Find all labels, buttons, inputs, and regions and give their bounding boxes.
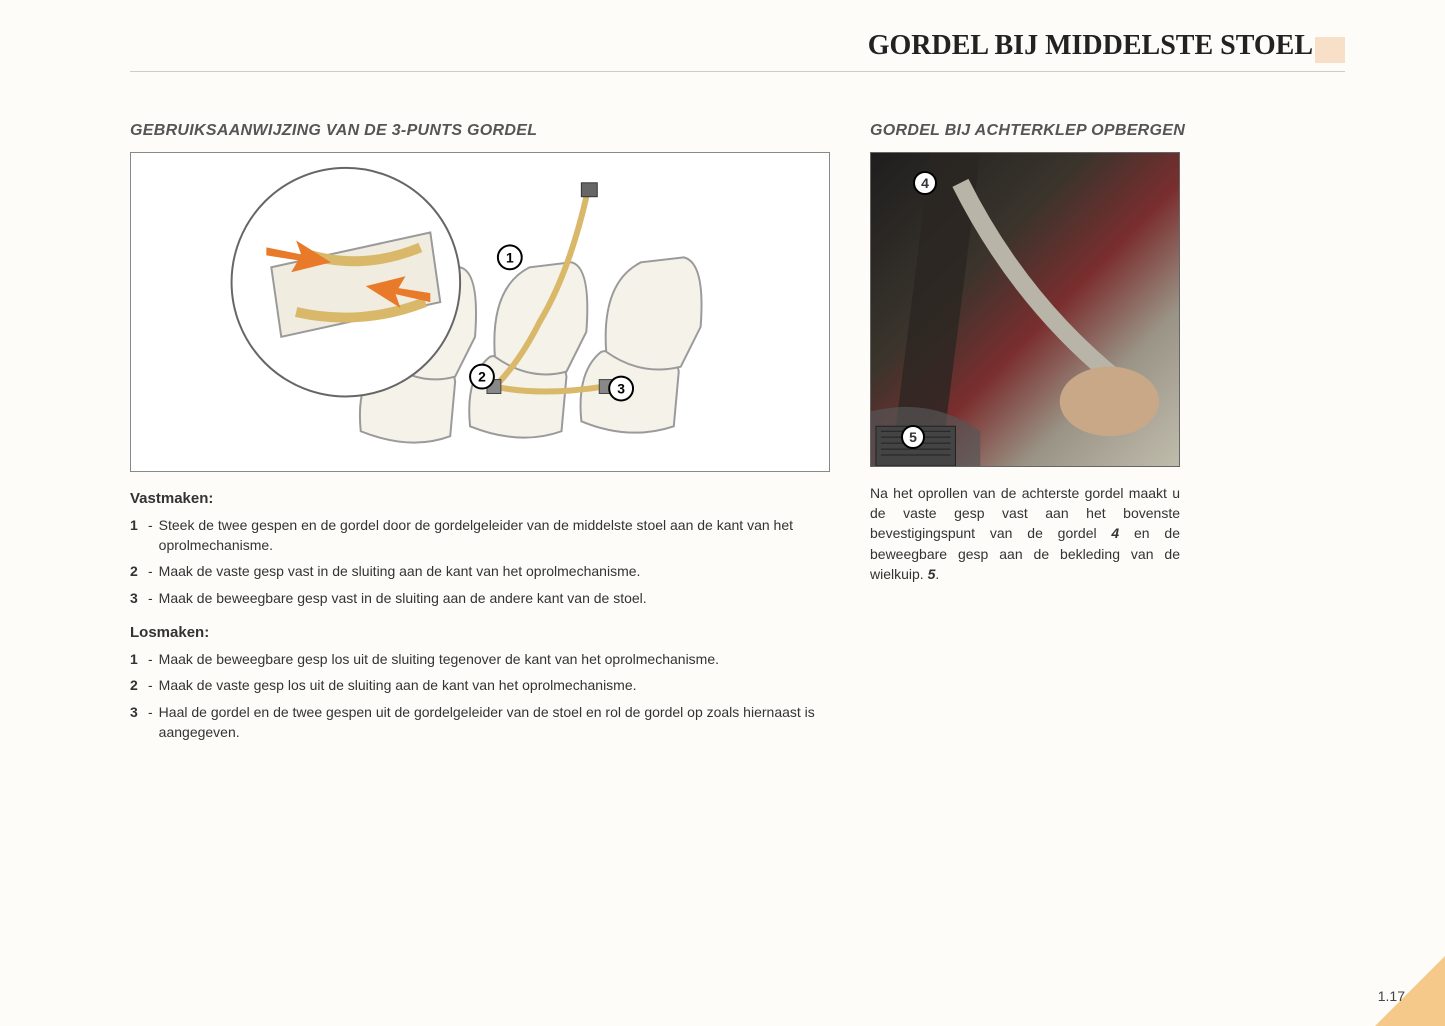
right-paragraph: Na het oprollen van de achterste gordel …	[870, 483, 1180, 584]
content-columns: GEBRUIKSAANWIJZING VAN DE 3-PUNTS GORDEL	[130, 102, 1345, 748]
photo-callout-4: 4	[913, 171, 937, 195]
diagram-callout-3: 3	[617, 380, 625, 396]
step-text: Maak de vaste gesp vast in de sluiting a…	[159, 561, 830, 581]
step-item: 3 - Maak de beweegbare gesp vast in de s…	[130, 588, 830, 608]
photo-svg	[871, 153, 1179, 466]
vastmaken-steps: 1 - Steek de twee gespen en de gordel do…	[130, 515, 830, 608]
subheading-losmaken: Losmaken:	[130, 624, 830, 641]
step-dash: -	[148, 702, 153, 743]
step-text: Maak de vaste gesp los uit de sluiting a…	[159, 675, 830, 695]
step-item: 2 - Maak de vaste gesp los uit de sluiti…	[130, 675, 830, 695]
right-heading: GORDEL BIJ ACHTERKLEP OPBERGEN	[870, 122, 1345, 140]
diagram-callout-1: 1	[506, 249, 514, 265]
step-number: 1	[130, 515, 144, 556]
right-column: GORDEL BIJ ACHTERKLEP OPBERGEN	[870, 102, 1345, 748]
step-dash: -	[148, 515, 153, 556]
diagram-svg: 1 2 3	[131, 153, 829, 471]
step-text: Maak de beweegbare gesp vast in de sluit…	[159, 588, 830, 608]
photo-callout-5: 5	[901, 425, 925, 449]
step-text: Maak de beweegbare gesp los uit de sluit…	[159, 649, 830, 669]
step-dash: -	[148, 561, 153, 581]
step-number: 3	[130, 702, 144, 743]
step-number: 2	[130, 561, 144, 581]
losmaken-steps: 1 - Maak de beweegbare gesp los uit de s…	[130, 649, 830, 742]
left-column: GEBRUIKSAANWIJZING VAN DE 3-PUNTS GORDEL	[130, 102, 830, 748]
step-item: 2 - Maak de vaste gesp vast in de sluiti…	[130, 561, 830, 581]
step-item: 3 - Haal de gordel en de twee gespen uit…	[130, 702, 830, 743]
step-dash: -	[148, 588, 153, 608]
subheading-vastmaken: Vastmaken:	[130, 490, 830, 507]
step-text: Haal de gordel en de twee gespen uit de …	[159, 702, 830, 743]
storage-photo: 4 5	[870, 152, 1180, 467]
page-number: 1.17	[1378, 988, 1405, 1004]
seatbelt-diagram: 1 2 3	[130, 152, 830, 472]
step-dash: -	[148, 649, 153, 669]
step-number: 1	[130, 649, 144, 669]
step-number: 2	[130, 675, 144, 695]
diagram-callout-2: 2	[478, 368, 486, 384]
page-title: GORDEL BIJ MIDDELSTE STOEL	[868, 30, 1313, 62]
left-heading: GEBRUIKSAANWIJZING VAN DE 3-PUNTS GORDEL	[130, 122, 830, 140]
step-number: 3	[130, 588, 144, 608]
step-text: Steek de twee gespen en de gordel door d…	[159, 515, 830, 556]
step-dash: -	[148, 675, 153, 695]
step-item: 1 - Steek de twee gespen en de gordel do…	[130, 515, 830, 556]
title-accent	[1315, 37, 1345, 63]
header-rule	[130, 71, 1345, 72]
page-header: GORDEL BIJ MIDDELSTE STOEL	[130, 30, 1345, 63]
step-item: 1 - Maak de beweegbare gesp los uit de s…	[130, 649, 830, 669]
para-part: .	[935, 566, 939, 582]
